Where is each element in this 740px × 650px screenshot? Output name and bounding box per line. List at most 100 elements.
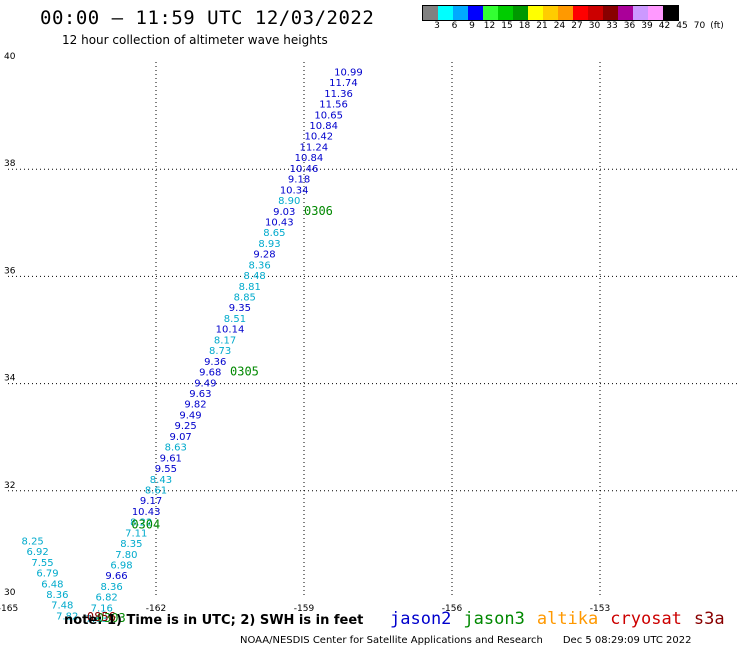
data-point-swh: 7.55 [31,558,53,569]
data-point-swh: 9.35 [229,303,251,314]
data-point-swh: 9.49 [194,378,216,389]
y-tick-label: 36 [4,266,16,276]
y-tick-label: 30 [4,588,16,598]
data-point-swh: 9.61 [160,453,182,464]
data-point-swh: 6.79 [36,569,58,580]
data-point-swh: 8.43 [150,475,172,486]
legend-tick-label: 70 [693,21,706,31]
legend-swatch [573,6,588,20]
legend-tick-label: 9 [469,21,475,31]
data-points-layer: 10.9911.7411.3611.5610.6510.8410.4211.24… [22,67,363,625]
grid-layer [8,62,740,598]
data-point-swh: 7.80 [115,550,137,561]
footer-source: NOAA/NESDIS Center for Satellite Applica… [240,635,543,646]
legend-tick-label: 12 [483,21,496,31]
data-point-swh: 10.34 [280,185,309,196]
units-note: note: 1) Time is in UTC; 2) SWH is in fe… [64,613,364,628]
legend-swatch [558,6,573,20]
data-point-swh: 9.07 [170,432,192,443]
data-point-swh: 8.81 [239,282,261,293]
legend-swatch [648,6,663,20]
data-point-swh: 11.24 [300,142,329,153]
data-point-swh: 6.82 [96,593,118,604]
data-point-swh: 10.84 [295,153,324,164]
data-point-swh: 8.36 [248,260,270,271]
data-point-swh: 9.63 [189,389,211,400]
x-tick-label: -165 [0,604,18,614]
data-point-swh: 6.98 [110,561,132,572]
legend-swatch [543,6,558,20]
data-point-swh: 9.03 [273,207,295,218]
legend-tick-label: 30 [588,21,601,31]
legend-tick-label: 27 [571,21,583,31]
data-point-swh: 8.90 [278,196,300,207]
data-point-swh: 8.25 [22,536,44,547]
axis-layer: -165-162-159-156-153-15303234363840 [0,52,610,614]
legend-swatch [603,6,618,20]
data-point-swh: 8.36 [46,590,68,601]
data-point-swh: 8.85 [234,293,256,304]
y-tick-label: 40 [4,52,16,62]
legend-tick-label: (ft) [710,21,724,31]
data-point-swh: 11.74 [329,78,358,89]
pass-time-label: 0305 [230,365,259,379]
satellite-legend-cryosat: cryosat [610,609,682,629]
legend-swatch [498,6,513,20]
data-point-swh: 7.11 [125,528,147,539]
data-point-swh: 9.68 [199,368,221,379]
legend-tick-label: 6 [451,21,458,31]
data-point-swh: 11.56 [319,100,348,111]
chart-subtitle: 12 hour collection of altimeter wave hei… [62,33,328,47]
data-point-swh: 10.46 [290,164,319,175]
pass-time-label: 0304 [131,517,160,531]
data-point-swh: 8.35 [120,539,142,550]
data-point-swh: 9.55 [155,464,177,475]
legend-swatch [438,6,453,20]
data-point-swh: 6.48 [41,579,63,590]
data-point-swh: 9.25 [174,421,196,432]
data-point-swh: 9.66 [105,571,127,582]
legend-tick-label: 18 [518,21,531,31]
data-point-swh: 7.63 [86,614,108,625]
x-tick-label: -159 [294,604,315,614]
y-tick-label: 38 [4,159,16,169]
legend-swatch [663,6,678,20]
satellite-legend: jason2 jason3 altika cryosat s3a [390,609,737,629]
y-tick-label: 32 [4,481,15,491]
data-point-swh: 9.49 [179,410,201,421]
pass-time-label: 0303 [97,611,126,625]
pass-time-label: 0306 [304,204,333,218]
data-point-swh: 10.84 [309,121,338,132]
data-point-swh: 9.28 [253,250,275,261]
color-scale-legend [422,5,679,21]
legend-tick-label: 45 [676,21,688,31]
chart-title: 00:00 – 11:59 UTC 12/03/2022 [40,7,375,29]
legend-swatch [513,6,528,20]
legend-tick-label: 42 [658,21,671,31]
data-point-swh: 10.65 [314,110,343,121]
data-point-swh: 9.17 [140,496,162,507]
data-point-swh: 8.22 [130,518,152,529]
y-tick-label: 34 [4,374,16,384]
data-point-swh: 8.73 [209,346,231,357]
x-tick-label: -162 [146,604,166,614]
satellite-legend-s3a: s3a [693,609,725,629]
data-point-swh: 10.42 [304,132,333,143]
data-point-swh: 6.92 [26,547,48,558]
data-point-swh: 9.18 [288,175,310,186]
data-point-swh: 8.63 [165,443,187,454]
x-tick-label: -153 [590,604,610,614]
data-point-swh: 8.17 [214,335,236,346]
legend-tick-label: 3 [434,21,440,31]
satellite-legend-jason2: jason2 [390,609,452,629]
legend-swatch [483,6,498,20]
legend-tick-label: 24 [553,21,566,31]
x-tick-label: -156 [442,604,463,614]
data-point-swh: 10.43 [265,217,294,228]
data-point-swh: 7.16 [91,603,113,614]
data-point-swh: 9.36 [204,357,226,368]
data-point-swh: 8.51 [224,314,246,325]
data-point-swh: 11.36 [324,89,353,100]
